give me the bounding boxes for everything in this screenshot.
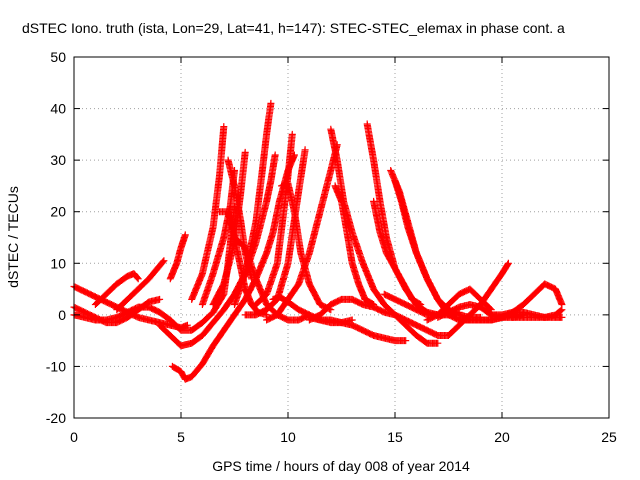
series — [252, 130, 296, 308]
x-axis-label: GPS time / hours of day 008 of year 2014 — [212, 458, 470, 474]
data-marks — [70, 99, 566, 383]
series — [305, 313, 410, 345]
data-point-markers — [305, 313, 410, 345]
data-point-markers — [423, 285, 495, 324]
x-tick-label: 20 — [494, 429, 510, 445]
axis-ticks: 0 5 10 15 20 25 -20 -10 0 10 20 30 40 50 — [46, 49, 617, 445]
y-axis-label: dSTEC / TECUs — [5, 186, 21, 288]
series — [331, 182, 378, 308]
grid — [74, 57, 609, 418]
data-point-markers — [188, 123, 228, 303]
data-point-markers — [278, 179, 335, 314]
y-tick-label: 10 — [50, 255, 66, 271]
y-tick-label: -10 — [46, 358, 66, 374]
series — [423, 285, 495, 324]
data-point-markers — [113, 257, 168, 314]
y-tick-label: 30 — [50, 152, 66, 168]
x-tick-label: 15 — [387, 429, 403, 445]
plot-frame — [73, 56, 610, 419]
x-tick-label: 5 — [177, 429, 185, 445]
series — [278, 179, 335, 314]
y-tick-label: 20 — [50, 204, 66, 220]
x-tick-label: 0 — [70, 429, 78, 445]
data-point-markers — [252, 130, 296, 308]
y-tick-label: 50 — [50, 49, 66, 65]
y-tick-label: 0 — [58, 307, 66, 323]
data-point-markers — [91, 270, 142, 308]
x-tick-label: 25 — [601, 429, 617, 445]
series — [166, 231, 189, 283]
data-point-markers — [166, 231, 189, 283]
series — [509, 313, 566, 321]
data-point-markers — [391, 177, 485, 321]
chart-title: dSTEC Iono. truth (ista, Lon=29, Lat=41,… — [22, 20, 565, 36]
series — [370, 197, 425, 308]
x-tick-label: 10 — [280, 429, 296, 445]
series — [91, 270, 142, 308]
series — [113, 257, 168, 314]
data-point-markers — [370, 197, 425, 308]
y-tick-label: -20 — [46, 410, 66, 426]
data-point-markers — [331, 182, 378, 308]
data-point-markers — [509, 313, 566, 321]
series — [391, 177, 485, 321]
y-tick-label: 40 — [50, 101, 66, 117]
series — [188, 123, 228, 303]
